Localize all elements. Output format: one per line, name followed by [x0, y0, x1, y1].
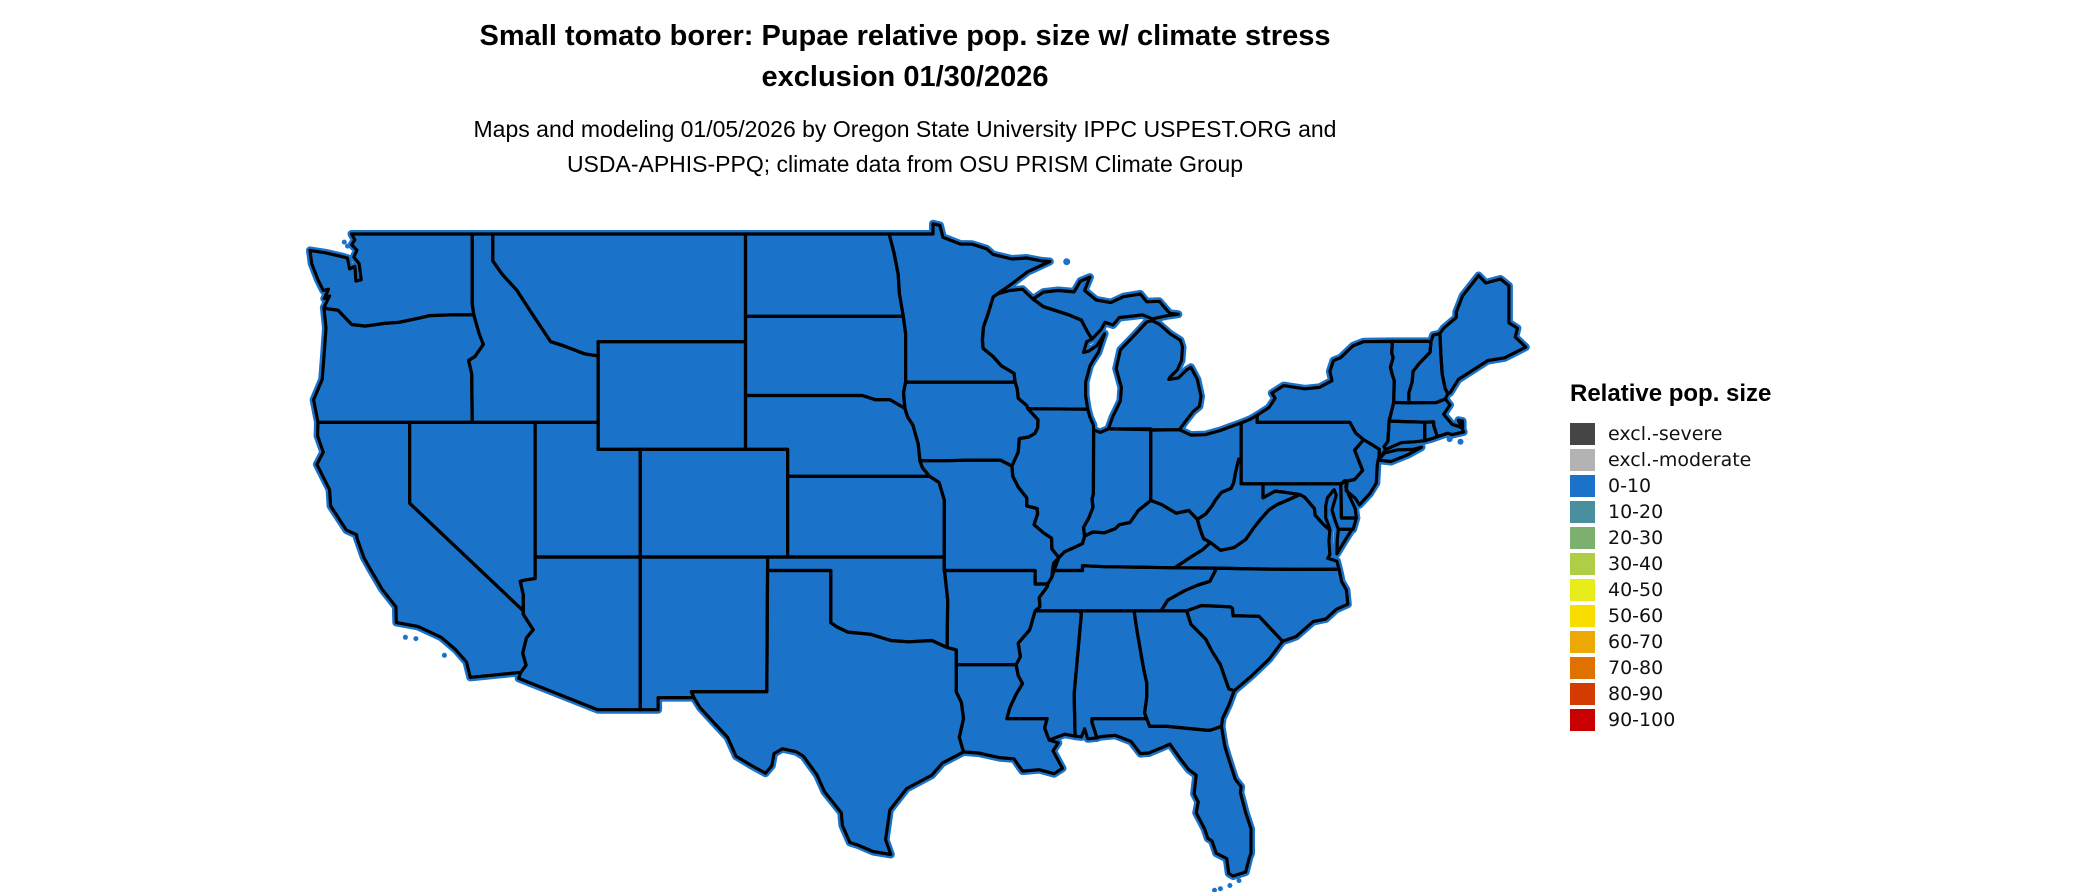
legend-label: 30-40	[1608, 553, 1664, 575]
island-florida-keys	[1227, 883, 1233, 888]
legend-label: 40-50	[1608, 579, 1664, 601]
state-kansas	[783, 472, 949, 561]
island-channel-islands	[402, 634, 408, 640]
legend-swatch-40-50	[1570, 579, 1595, 601]
legend-swatch-60-70	[1570, 631, 1595, 653]
legend-item-70-80: 70-80	[1570, 655, 2090, 681]
legend-swatch-excl.-severe	[1570, 423, 1595, 445]
state-florida	[1088, 714, 1255, 880]
state-maine	[1435, 271, 1530, 398]
island-florida-keys	[1236, 878, 1242, 884]
legend-item-20-30: 20-30	[1570, 525, 2090, 551]
subtitle-line-2: USDA-APHIS-PPQ; climate data from OSU PR…	[566, 151, 1244, 177]
legend-label: 90-100	[1608, 709, 1676, 731]
state-north-carolina-border	[1159, 566, 1350, 643]
legend-item-60-70: 60-70	[1570, 629, 2090, 655]
legend-swatch-excl.-moderate	[1570, 449, 1595, 471]
legend-swatch-30-40	[1570, 553, 1595, 575]
legend-item-80-90: 80-90	[1570, 681, 2090, 707]
state-michigan-border	[1031, 275, 1203, 432]
state-maine-border	[1438, 273, 1528, 395]
legend-items: excl.-severe excl.-moderate 0-10 10-20 20-30…	[1570, 421, 2090, 733]
state-florida-border	[1090, 717, 1253, 878]
island-florida-keys	[1217, 886, 1223, 892]
legend-label: 0-10	[1608, 475, 1652, 497]
island-nantucket	[1457, 438, 1464, 445]
state-texas-border	[689, 568, 966, 857]
legend-label: excl.-moderate	[1608, 449, 1752, 471]
state-wyoming	[594, 337, 750, 454]
state-oregon	[309, 303, 488, 427]
title-line-1: Small tomato borer: Pupae relative pop. …	[479, 20, 1331, 52]
legend-label: 10-20	[1608, 501, 1664, 523]
state-maryland-border	[1261, 482, 1358, 532]
legend-swatch-10-20	[1570, 501, 1595, 523]
state-north-dakota	[741, 230, 908, 321]
island-san-juan-islands	[341, 239, 347, 245]
legend-label: 50-60	[1608, 605, 1664, 627]
legend-swatch-20-30	[1570, 527, 1595, 549]
state-new-mexico	[636, 553, 772, 714]
legend-swatch-70-80	[1570, 657, 1595, 679]
legend-title: Relative pop. size	[1570, 380, 1772, 407]
legend-swatch-80-90	[1570, 683, 1595, 705]
legend-swatch-90-100	[1570, 709, 1595, 731]
island-marthas-vineyard	[1446, 436, 1453, 443]
island-channel-islands	[441, 652, 447, 658]
state-colorado	[636, 445, 792, 561]
title-line-2: exclusion 01/30/2026	[761, 61, 1049, 93]
page-subtitle: Maps and modeling 01/05/2026 by Oregon S…	[280, 112, 1530, 182]
legend-swatch-0-10	[1570, 475, 1595, 497]
subtitle-line-1: Maps and modeling 01/05/2026 by Oregon S…	[473, 116, 1337, 142]
legend-label: 70-80	[1608, 657, 1664, 679]
legend-item-30-40: 30-40	[1570, 551, 2090, 577]
legend-swatch-50-60	[1570, 605, 1595, 627]
page-title: Small tomato borer: Pupae relative pop. …	[280, 16, 1530, 98]
legend: Relative pop. size excl.-severe excl.-mod…	[1570, 380, 2090, 733]
legend-label: 60-70	[1608, 631, 1664, 653]
island-channel-islands	[413, 636, 419, 642]
legend-label: 20-30	[1608, 527, 1664, 549]
legend-label: 80-90	[1608, 683, 1664, 705]
legend-item-90-100: 90-100	[1570, 707, 2090, 733]
legend-item-excl.-moderate: excl.-moderate	[1570, 447, 2090, 473]
legend-item-10-20: 10-20	[1570, 499, 2090, 525]
legend-item-40-50: 40-50	[1570, 577, 2090, 603]
island-florida-keys	[1212, 887, 1217, 892]
legend-item-0-10: 0-10	[1570, 473, 2090, 499]
state-arizona-border	[517, 555, 642, 712]
legend-item-excl.-severe: excl.-severe	[1570, 421, 2090, 447]
legend-label: excl.-severe	[1608, 423, 1723, 445]
legend-item-50-60: 50-60	[1570, 603, 2090, 629]
island-isle-royale	[1063, 258, 1071, 266]
island-san-juan-islands	[345, 243, 350, 249]
